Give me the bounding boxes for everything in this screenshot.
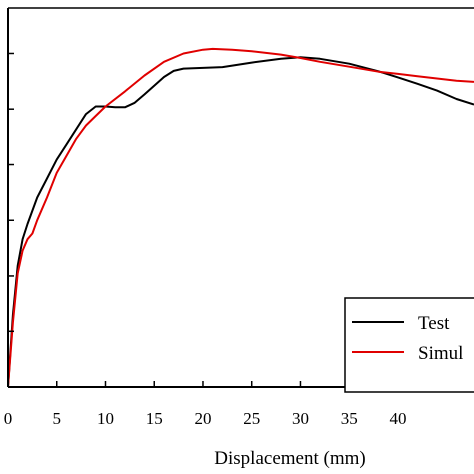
legend: Test Simul: [344, 297, 474, 393]
x-axis-ticks: 0 5 10 15 20 25 30 35 40: [4, 381, 406, 428]
legend-label-simul: Simul: [418, 343, 463, 364]
series-line-test: [7, 56, 474, 388]
x-tick-label: 20: [194, 409, 211, 428]
plot-lines: [7, 47, 474, 388]
x-tick-label: 40: [389, 409, 406, 428]
y-axis-ticks: [8, 52, 14, 333]
x-tick-label: 25: [243, 409, 260, 428]
x-tick-label: 0: [4, 409, 13, 428]
x-tick-label: 10: [97, 409, 114, 428]
x-axis-label: Displacement (mm): [214, 448, 365, 469]
x-tick-label: 15: [146, 409, 163, 428]
x-tick-label: 35: [341, 409, 358, 428]
x-tick-label: 5: [52, 409, 61, 428]
legend-box: [344, 297, 474, 393]
x-tick-label: 30: [292, 409, 309, 428]
legend-label-test: Test: [418, 313, 450, 334]
series-line-simul: [7, 47, 474, 388]
